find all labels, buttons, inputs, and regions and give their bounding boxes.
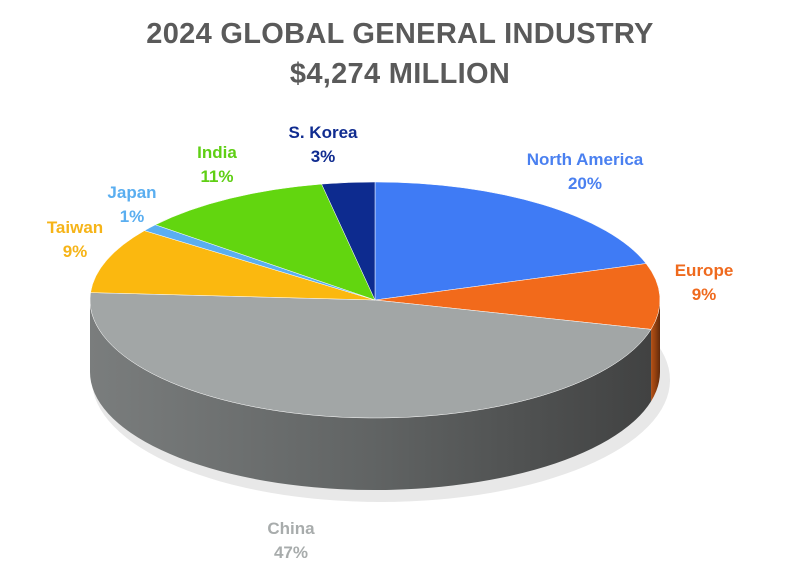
label-north-america: North America 20% [526, 150, 644, 193]
label-s-korea: S. Korea 3% [288, 123, 358, 166]
pie-side-europe [651, 300, 660, 402]
label-japan: Japan 1% [107, 183, 157, 226]
pie-slice-taiwan [90, 230, 376, 301]
chart-title: 2024 GLOBAL GENERAL INDUSTRY [146, 18, 654, 50]
pie-slice-s-korea [321, 181, 376, 301]
pie-slice-north-america [374, 181, 647, 301]
label-china: China 47% [267, 519, 315, 562]
label-taiwan: Taiwan 9% [46, 218, 104, 261]
pie-slice-europe [374, 263, 661, 330]
chart-subtitle: $4,274 MILLION [289, 58, 511, 90]
label-europe: Europe 9% [674, 261, 734, 304]
pie-slice-india [154, 183, 376, 301]
pie-side-china [90, 300, 652, 491]
label-india: India 11% [197, 143, 237, 186]
pie-slice-china [89, 292, 652, 419]
